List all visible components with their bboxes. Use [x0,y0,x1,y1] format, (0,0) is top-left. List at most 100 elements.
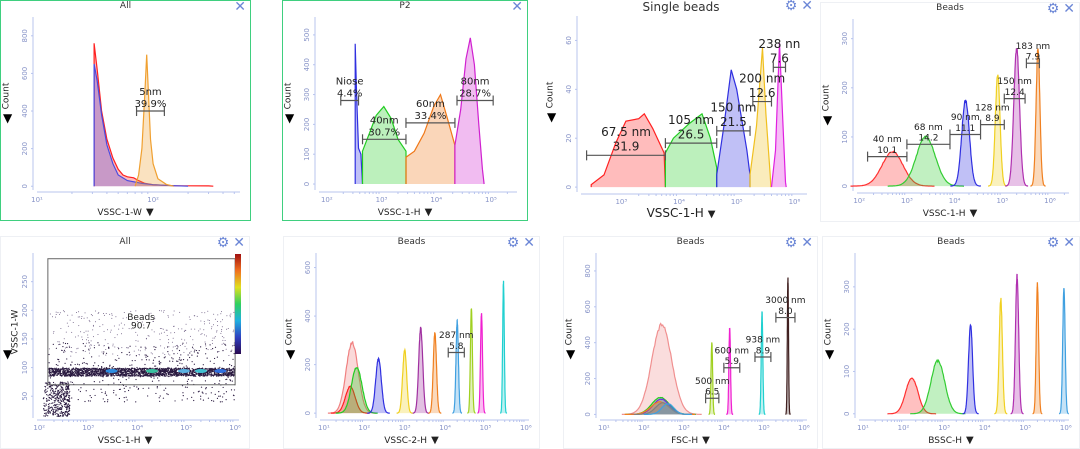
close-icon[interactable]: ✕ [801,0,813,14]
x-axis-dropdown-icon[interactable]: ▼ [966,435,974,446]
event-dot [62,406,63,407]
event-dot [221,331,222,332]
event-dot [172,361,173,362]
event-dot [229,372,230,373]
x-axis-label[interactable]: VSSC-2-H ▼ [284,435,539,446]
event-dot [129,387,130,388]
event-dot [87,337,88,338]
event-dot [230,316,231,317]
close-icon[interactable]: ✕ [1063,235,1075,251]
x-axis-dropdown-icon[interactable]: ▼ [708,209,716,220]
event-dot [190,371,191,372]
event-dot [78,348,79,349]
event-dot [90,348,91,349]
density-hotspot [195,369,207,373]
event-dot [65,343,66,344]
event-dot [163,398,164,399]
y-axis-dropdown-icon[interactable]: ▼ [3,347,12,361]
event-dot [173,326,174,327]
event-dot [179,357,180,358]
event-dot [120,375,121,376]
settings-gear-icon[interactable]: ⚙ [217,235,230,251]
event-dot [207,372,208,373]
close-icon[interactable]: ✕ [511,0,523,15]
event-dot [226,315,227,316]
event-dot [225,372,226,373]
event-dot [101,373,102,374]
event-dot [56,314,57,315]
event-dot [212,371,213,372]
x-axis-dropdown-icon[interactable]: ▼ [431,435,439,446]
x-axis-dropdown-icon[interactable]: ▼ [702,435,710,446]
y-axis-dropdown-icon[interactable]: ▼ [286,347,295,361]
y-axis-dropdown-icon[interactable]: ▼ [3,111,12,125]
settings-gear-icon[interactable]: ⚙ [785,0,798,14]
event-dot [144,372,145,373]
close-icon[interactable]: ✕ [234,0,246,15]
event-dot [100,368,101,369]
event-dot [86,374,87,375]
settings-gear-icon[interactable]: ⚙ [1047,1,1060,17]
x-axis-label[interactable]: VSSC-1-H ▼ [821,208,1079,219]
event-dot [111,318,112,319]
event-dot [66,408,67,409]
event-dot [50,394,51,395]
event-dot [46,400,47,401]
event-dot [109,314,110,315]
event-dot [86,390,87,391]
event-dot [94,345,95,346]
event-dot [57,365,58,366]
event-dot [57,312,58,313]
y-axis-dropdown-icon[interactable]: ▼ [566,347,575,361]
event-dot [135,379,136,380]
event-dot [186,368,187,369]
settings-gear-icon[interactable]: ⚙ [785,235,798,251]
close-icon[interactable]: ✕ [801,235,813,251]
event-dot [118,329,119,330]
event-dot [173,315,174,316]
gate-value: 33.4% [415,111,447,122]
event-dot [62,382,63,383]
event-dot [188,379,189,380]
y-axis-label: Count [821,85,831,112]
event-dot [97,342,98,343]
event-dot [212,348,213,349]
event-dot [75,336,76,337]
y-axis-dropdown-icon[interactable]: ▼ [285,111,294,125]
y-axis-dropdown-icon[interactable]: ▼ [547,110,556,124]
x-axis-label[interactable]: VSSC-1-H ▼ [545,206,817,220]
x-axis-label[interactable]: VSSC-1-W ▼ [1,207,250,218]
settings-gear-icon[interactable]: ⚙ [507,235,520,251]
event-dot [152,374,153,375]
event-dot [164,332,165,333]
x-axis-label[interactable]: VSSC-1-H ▼ [283,207,527,218]
event-dot [45,389,46,390]
x-axis-label[interactable]: VSSC-1-H ▼ [1,435,249,446]
y-axis-dropdown-icon[interactable]: ▼ [823,113,832,127]
x-axis-dropdown-icon[interactable]: ▼ [146,207,154,218]
event-dot [77,364,78,365]
event-dot [63,351,64,352]
event-dot [215,336,216,337]
y-axis-dropdown-icon[interactable]: ▼ [825,347,834,361]
event-dot [181,359,182,360]
event-dot [98,312,99,313]
settings-gear-icon[interactable]: ⚙ [1047,235,1060,251]
x-axis-dropdown-icon[interactable]: ▼ [145,435,153,446]
event-dot [90,344,91,345]
x-axis-dropdown-icon[interactable]: ▼ [970,208,978,219]
x-axis-dropdown-icon[interactable]: ▼ [425,207,433,218]
event-dot [57,414,58,415]
x-axis-label[interactable]: FSC-H ▼ [564,435,817,446]
panel-title: Single beads [545,0,817,14]
event-dot [63,369,64,370]
event-dot [226,349,227,350]
event-dot [54,401,55,402]
close-icon[interactable]: ✕ [1063,1,1075,17]
event-dot [207,375,208,376]
gate-label: 287 nm [439,331,474,341]
close-icon[interactable]: ✕ [523,235,535,251]
x-axis-label[interactable]: BSSC-H ▼ [823,435,1079,446]
event-dot [141,359,142,360]
close-icon[interactable]: ✕ [233,235,245,251]
